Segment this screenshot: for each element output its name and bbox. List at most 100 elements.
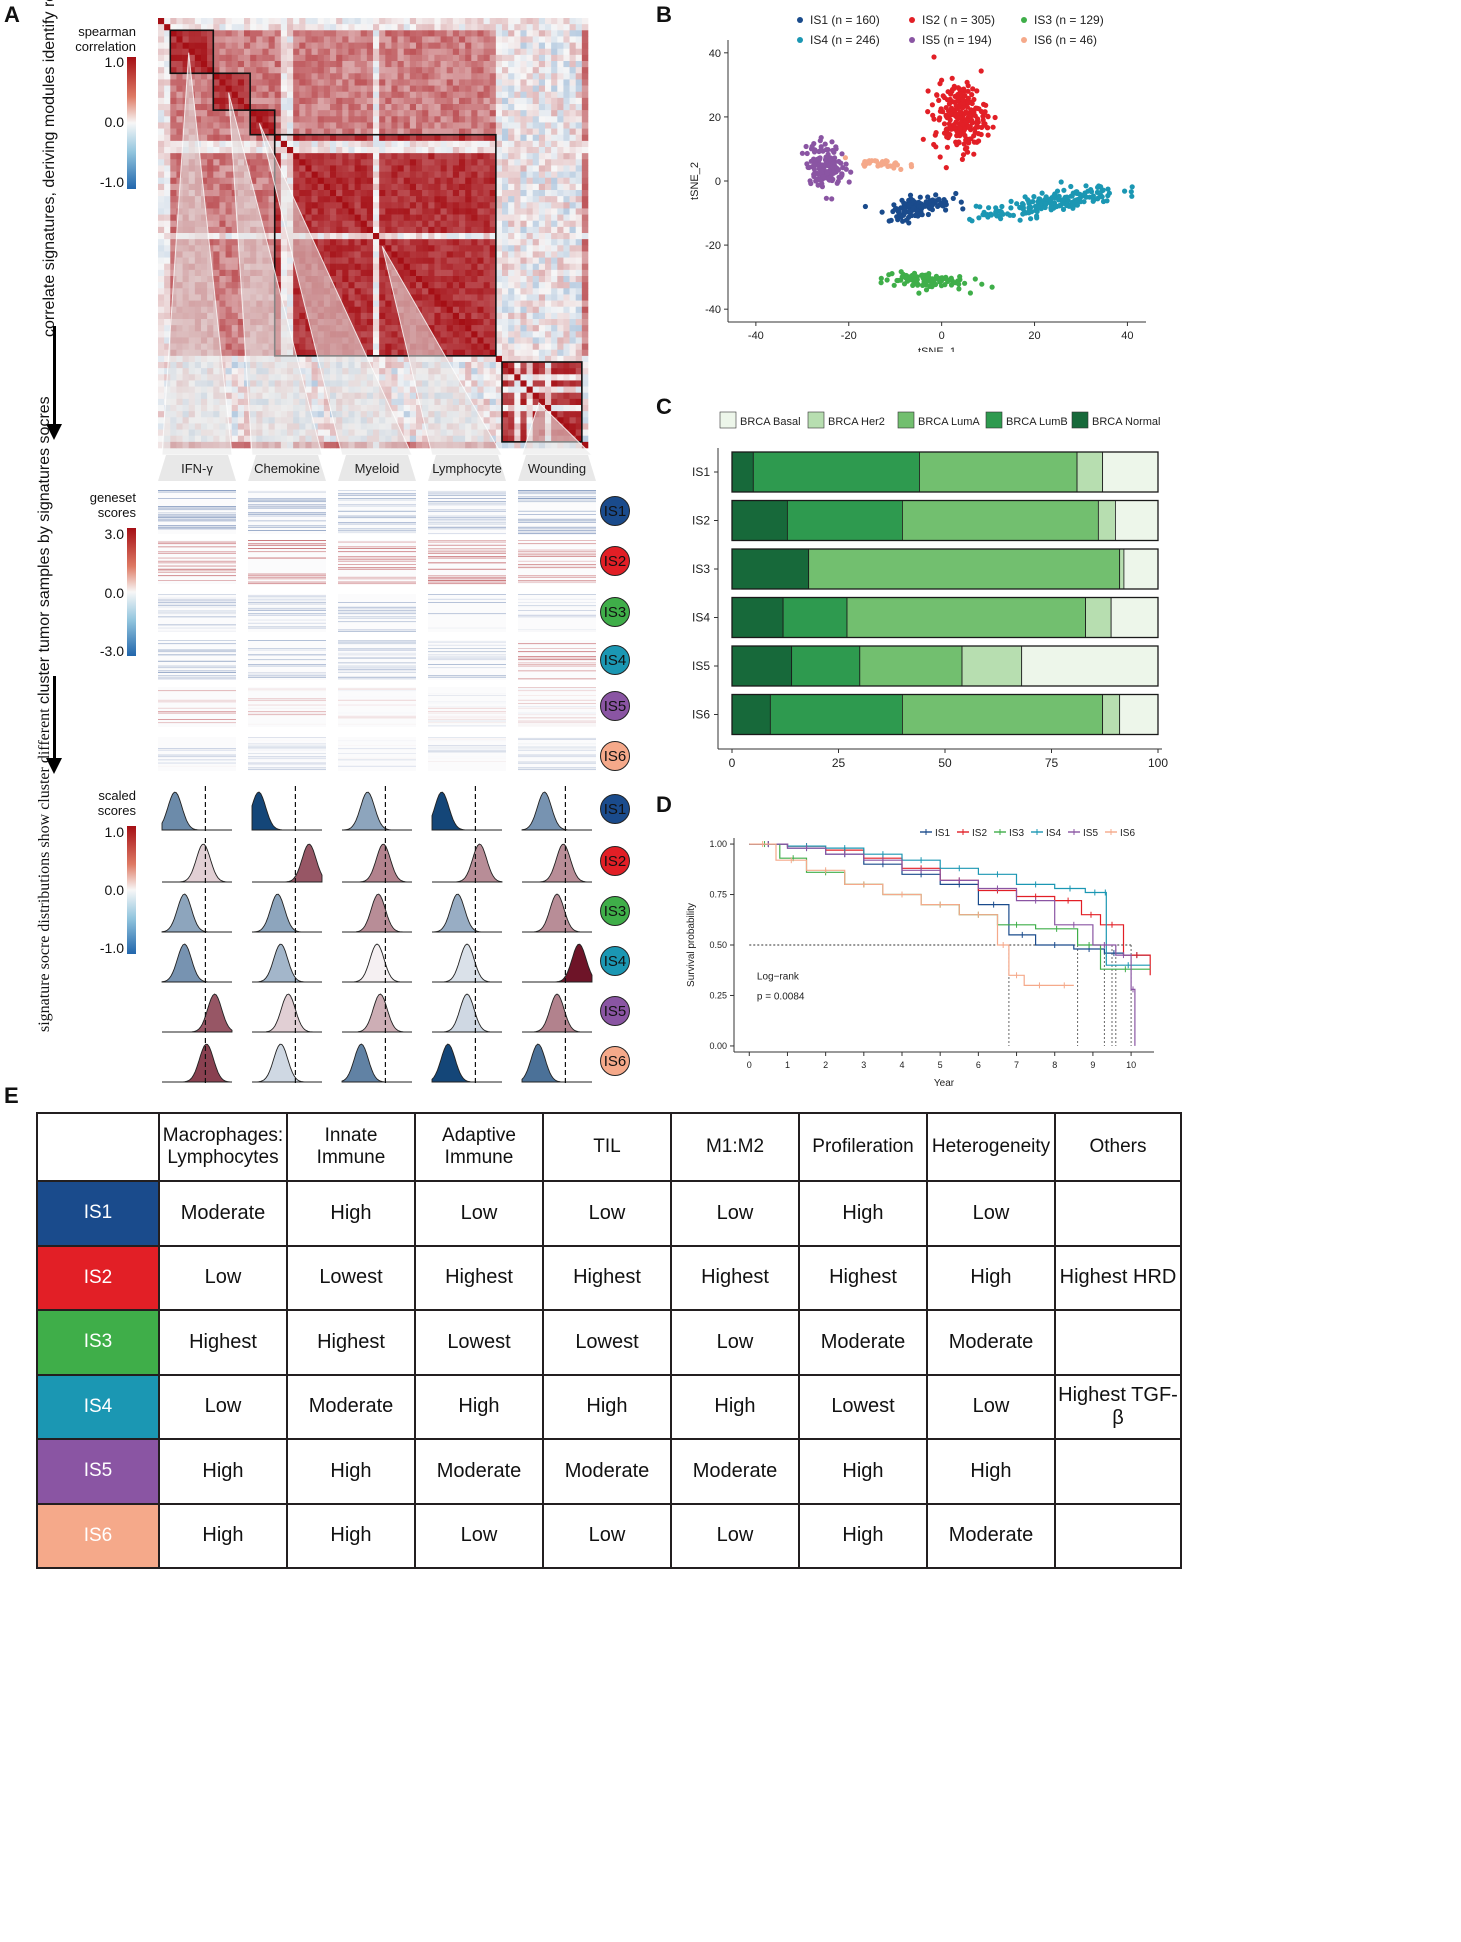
corr-cell xyxy=(256,79,263,86)
corr-cell xyxy=(514,183,521,191)
corr-cell xyxy=(231,386,239,394)
corr-cell xyxy=(403,190,411,197)
corr-cell xyxy=(538,349,546,357)
corr-cell xyxy=(348,79,355,86)
corr-cell xyxy=(250,48,257,56)
corr-cell xyxy=(526,79,534,86)
corr-cell xyxy=(305,325,312,332)
corr-cell xyxy=(422,104,429,111)
corr-cell xyxy=(403,411,411,418)
corr-cell xyxy=(581,171,589,179)
corr-cell xyxy=(366,171,374,179)
corr-cell xyxy=(538,61,546,68)
corr-cell xyxy=(354,257,362,265)
corr-cell xyxy=(158,392,165,400)
corr-cell xyxy=(348,54,355,62)
corr-cell xyxy=(569,153,577,160)
corr-cell xyxy=(452,257,460,265)
corr-cell xyxy=(551,202,558,209)
corr-cell xyxy=(557,128,564,136)
corr-cell xyxy=(465,42,472,50)
corr-cell xyxy=(557,263,564,271)
corr-cell xyxy=(237,435,245,443)
corr-cell xyxy=(434,331,441,338)
corr-cell xyxy=(250,171,257,179)
corr-cell xyxy=(348,257,355,265)
corr-cell xyxy=(483,171,491,179)
corr-cell xyxy=(434,282,441,289)
corr-cell xyxy=(502,325,509,332)
corr-cell xyxy=(440,208,448,215)
corr-cell xyxy=(336,233,343,240)
corr-cell xyxy=(422,30,429,37)
corr-cell xyxy=(336,165,343,172)
corr-cell xyxy=(508,171,515,179)
corr-cell xyxy=(440,128,448,136)
corr-cell xyxy=(422,61,429,68)
corr-cell xyxy=(446,165,454,172)
corr-cell xyxy=(385,18,392,25)
corr-cell xyxy=(158,91,165,99)
corr-cell xyxy=(170,190,177,197)
corr-cell xyxy=(416,24,423,31)
corr-cell xyxy=(348,85,355,93)
corr-cell xyxy=(465,312,472,320)
corr-cell xyxy=(379,276,386,283)
corr-cell xyxy=(225,257,233,265)
corr-cell xyxy=(508,85,515,93)
corr-cell xyxy=(446,128,454,136)
corr-cell xyxy=(508,319,515,326)
corr-cell xyxy=(538,104,546,111)
corr-cell xyxy=(330,79,337,86)
corr-cell xyxy=(366,276,374,283)
corr-cell xyxy=(354,159,362,166)
corr-cell xyxy=(330,97,337,105)
corr-cell xyxy=(545,325,552,332)
score-line xyxy=(158,514,236,515)
corr-cell xyxy=(575,79,583,86)
corr-cell xyxy=(280,245,288,252)
corr-cell xyxy=(520,183,527,191)
corr-cell xyxy=(545,312,552,320)
corr-cell xyxy=(237,110,245,117)
corr-cell xyxy=(207,183,214,191)
corr-cell xyxy=(489,312,497,320)
corr-cell xyxy=(581,128,589,136)
corr-cell xyxy=(403,276,411,283)
score-line xyxy=(338,493,416,495)
corr-cell xyxy=(514,435,521,443)
corr-cell xyxy=(287,97,294,105)
corr-cell xyxy=(231,97,239,105)
corr-cell xyxy=(581,110,589,117)
corr-cell xyxy=(293,36,300,43)
corr-cell xyxy=(182,36,190,43)
corr-cell xyxy=(164,257,171,265)
corr-cell xyxy=(219,134,226,142)
corr-cell xyxy=(348,226,355,234)
corr-cell xyxy=(495,91,503,99)
corr-cell xyxy=(514,362,521,369)
corr-cell xyxy=(545,368,552,375)
corr-cell xyxy=(508,79,515,86)
corr-cell xyxy=(563,140,570,148)
corr-cell xyxy=(250,97,257,105)
corr-cell xyxy=(526,67,534,74)
corr-cell xyxy=(569,251,577,258)
corr-cell xyxy=(416,36,423,43)
corr-cell xyxy=(354,128,362,136)
corr-cell xyxy=(416,159,423,166)
corr-cell xyxy=(201,79,208,86)
corr-cell xyxy=(170,165,177,172)
corr-cell xyxy=(428,73,435,80)
corr-cell xyxy=(237,411,245,418)
corr-cell xyxy=(452,147,460,154)
corr-cell xyxy=(545,282,552,289)
corr-cell xyxy=(434,251,441,258)
corr-cell xyxy=(416,48,423,56)
corr-cell xyxy=(280,116,288,123)
corr-cell xyxy=(219,282,226,289)
corr-cell xyxy=(477,85,484,93)
corr-cell xyxy=(440,214,448,222)
corr-cell xyxy=(311,386,319,394)
corr-cell xyxy=(452,239,460,246)
